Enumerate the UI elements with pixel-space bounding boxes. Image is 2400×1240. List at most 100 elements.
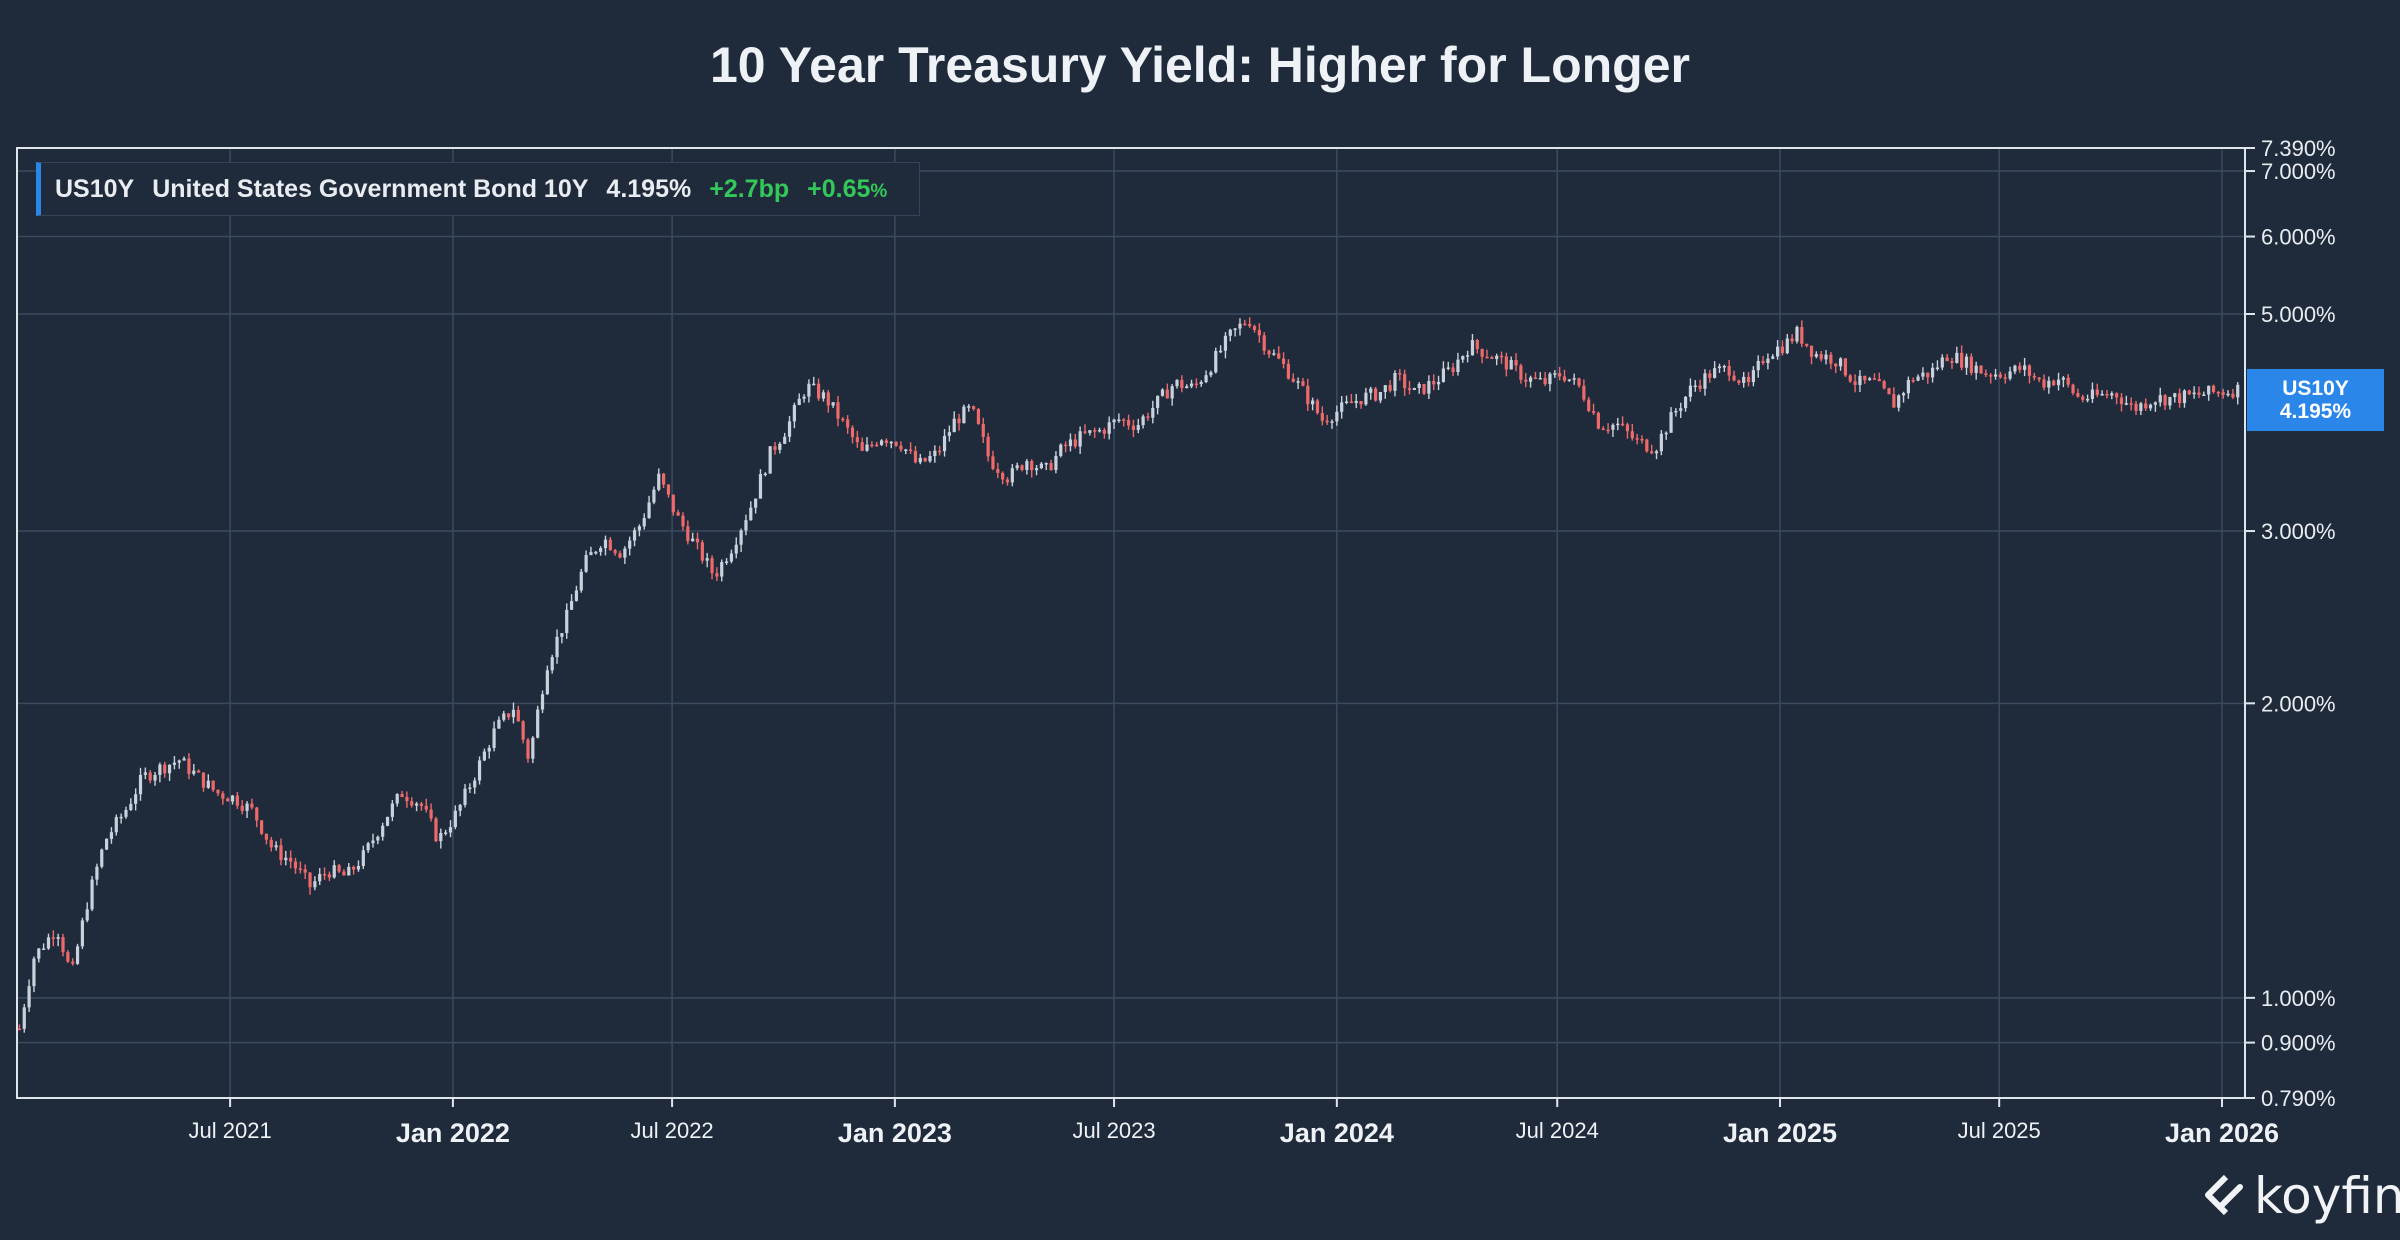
candle (2047, 376, 2051, 394)
candle (1373, 386, 1378, 402)
candle (1606, 423, 1610, 434)
candle (1625, 422, 1630, 439)
candle (850, 425, 855, 444)
candle (700, 539, 704, 564)
candle (1591, 403, 1596, 415)
candle (1795, 325, 1799, 344)
candle (1683, 396, 1688, 412)
candle (894, 441, 898, 447)
candle (1281, 352, 1286, 369)
candle (2139, 401, 2143, 416)
candle (1495, 353, 1499, 366)
candle (424, 798, 428, 813)
candle (1364, 387, 1368, 406)
candle (783, 432, 787, 445)
candle (942, 429, 947, 457)
candle (846, 415, 850, 434)
x-tick-label: Jan 2026 (2165, 1118, 2279, 1148)
candle (1470, 333, 1475, 356)
candle (1814, 351, 1818, 359)
candle (230, 794, 235, 805)
candle (836, 395, 840, 427)
candle (1993, 368, 1998, 380)
candle (22, 1003, 26, 1033)
candle (458, 803, 462, 817)
y-tick-label: 1.000% (2261, 986, 2336, 1011)
candle (1049, 459, 1053, 471)
series-legend[interactable]: US10Y United States Government Bond 10Y … (36, 162, 921, 216)
candle (710, 555, 714, 580)
candle (119, 813, 123, 824)
candle (463, 784, 467, 808)
candle (129, 798, 133, 812)
candle (1383, 385, 1387, 399)
candle (1848, 374, 1852, 383)
candle (1257, 323, 1261, 343)
candle (1248, 317, 1252, 328)
brand-logo: koyfin (2200, 1167, 2400, 1225)
candle (1935, 360, 1940, 371)
candle (1834, 363, 1838, 374)
candle (1596, 411, 1600, 430)
candle (957, 413, 961, 431)
candle (240, 800, 244, 815)
candle (1693, 380, 1697, 392)
candle (1088, 430, 1092, 436)
candle (841, 417, 845, 423)
candle (1286, 359, 1291, 380)
candle (337, 863, 341, 874)
candle (807, 379, 811, 403)
candle (729, 549, 734, 564)
candle (419, 801, 424, 811)
koyfin-logo-icon (2205, 1174, 2243, 1216)
candle (148, 769, 152, 784)
candle (986, 432, 990, 462)
candle (1819, 350, 1823, 362)
candle (1291, 373, 1295, 383)
candle (1054, 451, 1058, 474)
candle (2013, 364, 2017, 375)
candle (526, 737, 530, 763)
candle (1335, 405, 1339, 426)
candle (482, 748, 486, 762)
candle (1751, 366, 1755, 387)
candle (1645, 438, 1649, 453)
candle (1737, 379, 1741, 385)
candle (2056, 372, 2061, 391)
legend-change-bp: +2.7bp (709, 174, 790, 203)
candle (2032, 372, 2036, 381)
candle (51, 930, 55, 947)
candle (1761, 356, 1765, 366)
candle (468, 783, 472, 794)
candle (1776, 340, 1780, 360)
candle (1945, 354, 1949, 362)
candle (1708, 369, 1712, 383)
candle (681, 512, 685, 531)
candle (2158, 387, 2162, 407)
candle (1204, 370, 1208, 384)
candle (2182, 389, 2187, 408)
candle (749, 501, 753, 521)
candle (952, 411, 956, 433)
candle (1543, 371, 1547, 387)
candle (167, 764, 172, 781)
candle (521, 720, 525, 744)
candle (2100, 390, 2104, 396)
candle (1567, 379, 1571, 382)
candle (996, 462, 1000, 479)
candle (904, 448, 908, 455)
candle (913, 446, 918, 464)
candle (206, 774, 210, 789)
candle (1921, 367, 1925, 380)
candle (1926, 372, 1930, 384)
candle (1756, 355, 1760, 378)
candle (981, 417, 985, 444)
candle (1998, 371, 2003, 379)
candle (744, 514, 748, 536)
candle (1790, 334, 1794, 344)
candle (1146, 412, 1150, 421)
candle (187, 753, 191, 780)
candle (1654, 449, 1659, 460)
candle (1892, 387, 1896, 408)
